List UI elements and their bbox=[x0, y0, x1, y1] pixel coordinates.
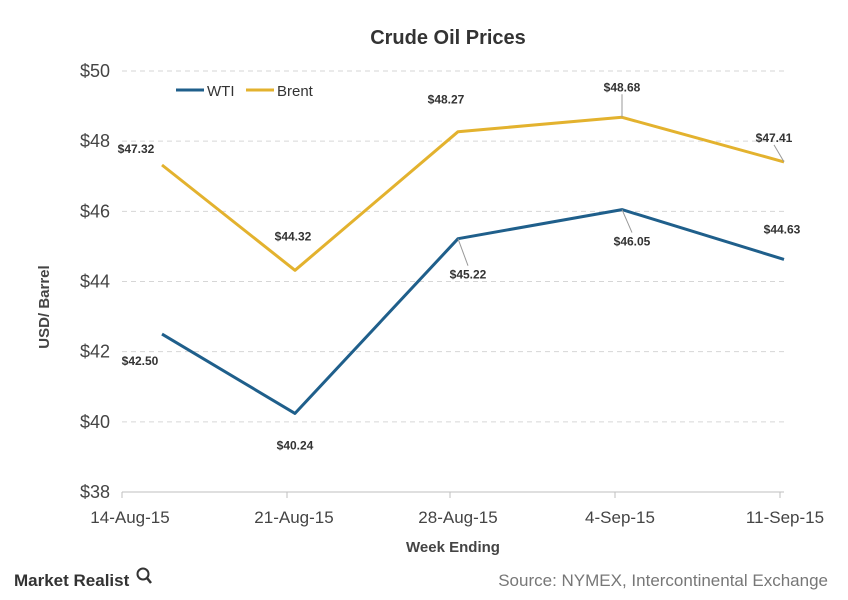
data-label-brent: $47.41 bbox=[756, 131, 793, 145]
series-lines bbox=[161, 115, 785, 415]
label-leader bbox=[773, 144, 785, 163]
y-tick-label: $42 bbox=[80, 342, 110, 362]
gridlines bbox=[122, 70, 784, 423]
data-label-brent: $44.32 bbox=[275, 229, 312, 243]
label-leaders bbox=[457, 94, 785, 266]
label-leader bbox=[457, 238, 469, 266]
data-label-wti: $45.22 bbox=[450, 268, 487, 282]
y-tick-label: $40 bbox=[80, 412, 110, 432]
x-axis-label: Week Ending bbox=[406, 539, 500, 556]
brand-logo: Market Realist bbox=[14, 571, 130, 590]
data-label-brent: $48.68 bbox=[604, 80, 641, 94]
y-tick-label: $50 bbox=[80, 61, 110, 81]
y-axis-label: USD/ Barrel bbox=[36, 265, 53, 348]
y-axis-ticks: $38 $40 $42 $44 $46 $48 $50 bbox=[80, 61, 110, 502]
y-tick-label: $48 bbox=[80, 131, 110, 151]
legend: WTI Brent bbox=[176, 83, 314, 100]
label-leader bbox=[621, 209, 633, 233]
y-tick-label: $44 bbox=[80, 272, 110, 292]
data-label-brent: $48.27 bbox=[428, 93, 465, 107]
x-axis-ticks: 14-Aug-15 21-Aug-15 28-Aug-15 4-Sep-15 11-Se… bbox=[90, 492, 824, 527]
x-tick-label: 28-Aug-15 bbox=[418, 508, 497, 527]
data-labels: $42.50 $40.24 $45.22 $46.05 $44.63 $47.32 $44.… bbox=[118, 80, 801, 452]
data-label-brent: $47.32 bbox=[118, 142, 155, 156]
y-tick-label: $46 bbox=[80, 201, 110, 221]
data-label-wti: $40.24 bbox=[277, 438, 314, 452]
magnifier-icon bbox=[136, 567, 152, 584]
legend-label-brent: Brent bbox=[277, 83, 314, 100]
x-tick-label: 21-Aug-15 bbox=[254, 508, 333, 527]
y-tick-label: $38 bbox=[80, 482, 110, 502]
data-label-wti: $46.05 bbox=[614, 235, 651, 249]
series-line-brent bbox=[161, 115, 785, 272]
data-label-wti: $42.50 bbox=[122, 354, 159, 368]
chart-title: Crude Oil Prices bbox=[370, 27, 526, 49]
legend-label-wti: WTI bbox=[207, 83, 235, 100]
data-label-wti: $44.63 bbox=[764, 222, 801, 236]
source-note: Source: NYMEX, Intercontinental Exchange bbox=[498, 571, 828, 590]
x-tick-label: 4-Sep-15 bbox=[585, 508, 655, 527]
x-tick-label: 14-Aug-15 bbox=[90, 508, 169, 527]
x-tick-label: 11-Sep-15 bbox=[746, 508, 824, 527]
